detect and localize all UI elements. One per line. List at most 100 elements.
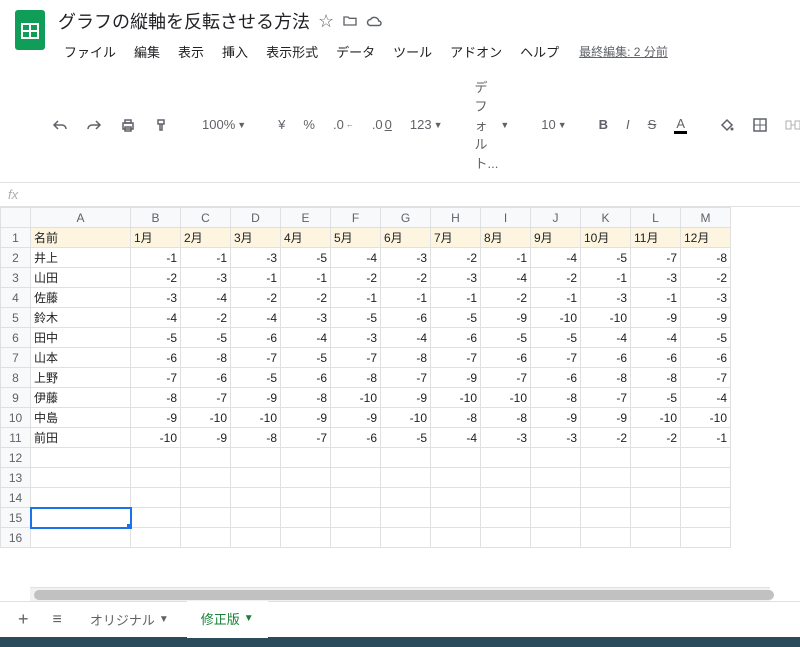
dec-decrease-button[interactable]: .0← xyxy=(327,113,360,136)
empty-cell[interactable] xyxy=(31,508,131,528)
data-cell[interactable]: -8 xyxy=(581,368,631,388)
row-header[interactable]: 10 xyxy=(1,408,31,428)
empty-cell[interactable] xyxy=(581,508,631,528)
data-cell[interactable]: -1 xyxy=(381,288,431,308)
data-cell[interactable]: -4 xyxy=(481,268,531,288)
data-cell[interactable]: -10 xyxy=(381,408,431,428)
name-cell[interactable]: 田中 xyxy=(31,328,131,348)
data-cell[interactable]: -1 xyxy=(231,268,281,288)
data-cell[interactable]: -8 xyxy=(681,248,731,268)
data-cell[interactable]: -10 xyxy=(231,408,281,428)
strike-button[interactable]: S xyxy=(642,113,663,136)
col-header[interactable]: J xyxy=(531,208,581,228)
data-cell[interactable]: -5 xyxy=(581,248,631,268)
empty-cell[interactable] xyxy=(181,528,231,548)
data-cell[interactable]: -2 xyxy=(581,428,631,448)
data-cell[interactable]: -9 xyxy=(581,408,631,428)
col-header[interactable]: K xyxy=(581,208,631,228)
header-cell[interactable]: 11月 xyxy=(631,228,681,248)
tab-original[interactable]: オリジナル▼ xyxy=(76,602,183,637)
data-cell[interactable]: -8 xyxy=(631,368,681,388)
data-cell[interactable]: -4 xyxy=(331,248,381,268)
empty-cell[interactable] xyxy=(331,508,381,528)
data-cell[interactable]: -5 xyxy=(331,308,381,328)
data-cell[interactable]: -2 xyxy=(131,268,181,288)
empty-cell[interactable] xyxy=(481,448,531,468)
empty-cell[interactable] xyxy=(481,488,531,508)
row-header[interactable]: 15 xyxy=(1,508,31,528)
menu-data[interactable]: データ xyxy=(330,40,381,63)
name-cell[interactable]: 上野 xyxy=(31,368,131,388)
empty-cell[interactable] xyxy=(681,528,731,548)
empty-cell[interactable] xyxy=(681,508,731,528)
empty-cell[interactable] xyxy=(131,488,181,508)
col-header[interactable]: E xyxy=(281,208,331,228)
all-sheets-button[interactable]: ≡ xyxy=(43,605,72,635)
horizontal-scrollbar[interactable] xyxy=(30,587,770,601)
data-cell[interactable]: -9 xyxy=(231,388,281,408)
name-cell[interactable]: 山田 xyxy=(31,268,131,288)
col-header[interactable]: M xyxy=(681,208,731,228)
row-header[interactable]: 8 xyxy=(1,368,31,388)
empty-cell[interactable] xyxy=(31,488,131,508)
data-cell[interactable]: -2 xyxy=(281,288,331,308)
menu-file[interactable]: ファイル xyxy=(58,40,122,63)
header-cell[interactable]: 1月 xyxy=(131,228,181,248)
data-cell[interactable]: -9 xyxy=(181,428,231,448)
redo-button[interactable] xyxy=(80,114,108,136)
empty-cell[interactable] xyxy=(181,448,231,468)
empty-cell[interactable] xyxy=(481,468,531,488)
empty-cell[interactable] xyxy=(681,448,731,468)
font-select[interactable]: デフォルト... ▼ xyxy=(469,73,516,176)
row-header[interactable]: 13 xyxy=(1,468,31,488)
data-cell[interactable]: -8 xyxy=(481,408,531,428)
data-cell[interactable]: -3 xyxy=(131,288,181,308)
empty-cell[interactable] xyxy=(631,488,681,508)
data-cell[interactable]: -6 xyxy=(131,348,181,368)
row-header[interactable]: 12 xyxy=(1,448,31,468)
menu-insert[interactable]: 挿入 xyxy=(216,40,254,63)
data-cell[interactable]: -4 xyxy=(581,328,631,348)
header-cell[interactable]: 8月 xyxy=(481,228,531,248)
name-cell[interactable]: 井上 xyxy=(31,248,131,268)
data-cell[interactable]: -3 xyxy=(581,288,631,308)
empty-cell[interactable] xyxy=(331,528,381,548)
col-header[interactable]: F xyxy=(331,208,381,228)
data-cell[interactable]: -10 xyxy=(581,308,631,328)
row-header[interactable]: 6 xyxy=(1,328,31,348)
data-cell[interactable]: -7 xyxy=(231,348,281,368)
menu-view[interactable]: 表示 xyxy=(172,40,210,63)
empty-cell[interactable] xyxy=(381,528,431,548)
data-cell[interactable]: -7 xyxy=(581,388,631,408)
empty-cell[interactable] xyxy=(31,448,131,468)
empty-cell[interactable] xyxy=(631,448,681,468)
empty-cell[interactable] xyxy=(281,468,331,488)
empty-cell[interactable] xyxy=(581,468,631,488)
data-cell[interactable]: -8 xyxy=(431,408,481,428)
data-cell[interactable]: -5 xyxy=(381,428,431,448)
data-cell[interactable]: -8 xyxy=(281,388,331,408)
data-cell[interactable]: -3 xyxy=(431,268,481,288)
empty-cell[interactable] xyxy=(31,528,131,548)
data-cell[interactable]: -6 xyxy=(431,328,481,348)
data-cell[interactable]: -5 xyxy=(531,328,581,348)
print-button[interactable] xyxy=(114,114,142,136)
data-cell[interactable]: -8 xyxy=(531,388,581,408)
star-icon[interactable]: ☆ xyxy=(318,11,334,32)
data-cell[interactable]: -6 xyxy=(231,328,281,348)
row-header[interactable]: 7 xyxy=(1,348,31,368)
data-cell[interactable]: -1 xyxy=(581,268,631,288)
empty-cell[interactable] xyxy=(631,508,681,528)
undo-button[interactable] xyxy=(46,114,74,136)
data-cell[interactable]: -9 xyxy=(131,408,181,428)
empty-cell[interactable] xyxy=(481,508,531,528)
data-cell[interactable]: -7 xyxy=(631,248,681,268)
data-cell[interactable]: -6 xyxy=(381,308,431,328)
data-cell[interactable]: -1 xyxy=(181,248,231,268)
row-header[interactable]: 3 xyxy=(1,268,31,288)
borders-button[interactable] xyxy=(747,114,773,136)
name-cell[interactable]: 佐藤 xyxy=(31,288,131,308)
empty-cell[interactable] xyxy=(581,528,631,548)
data-cell[interactable]: -6 xyxy=(481,348,531,368)
col-header[interactable]: D xyxy=(231,208,281,228)
